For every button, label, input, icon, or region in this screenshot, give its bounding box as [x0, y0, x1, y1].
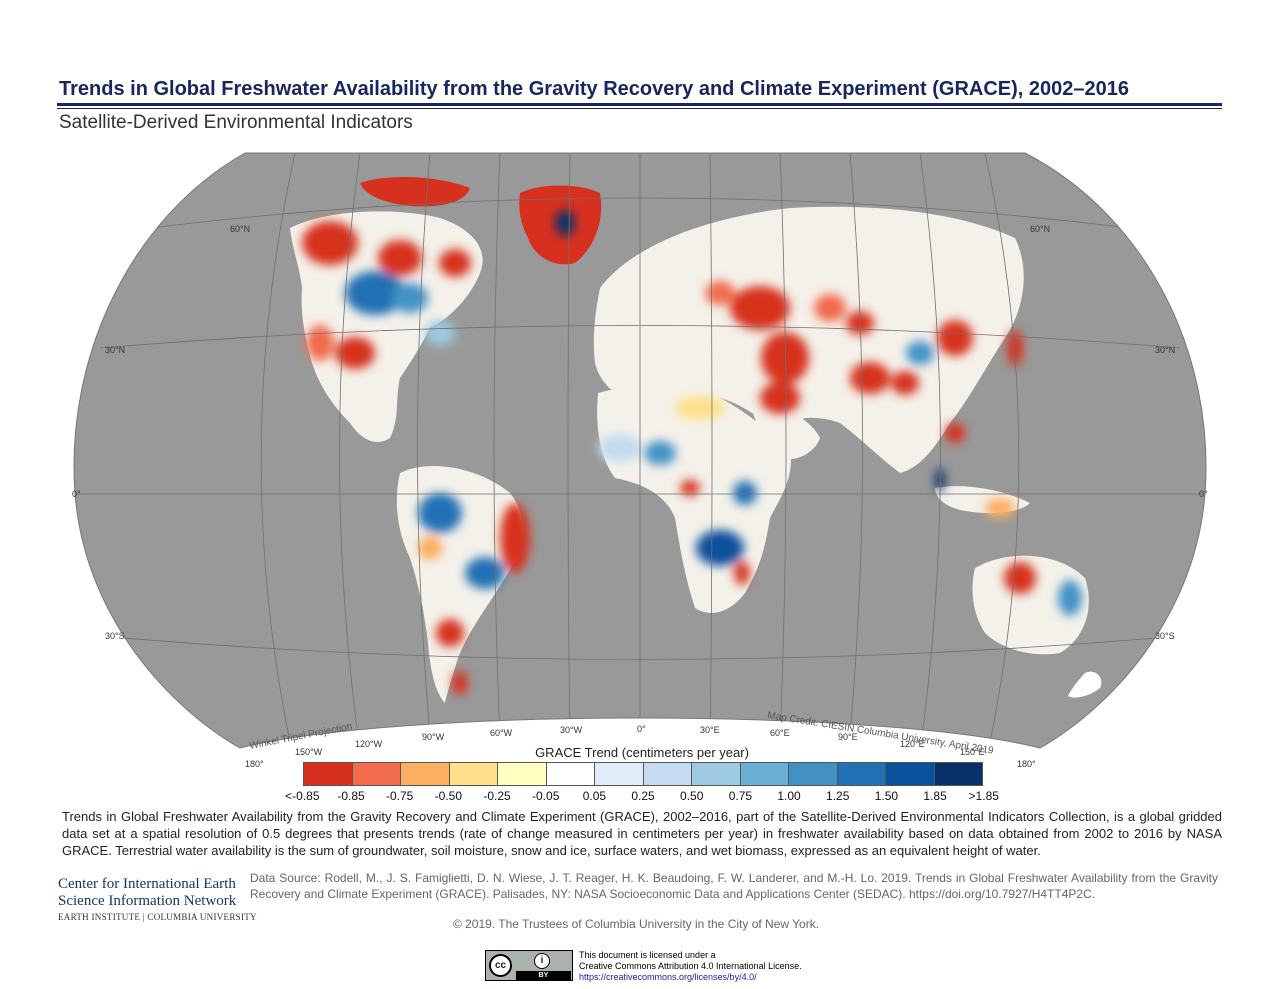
legend-swatch-4 — [498, 763, 547, 785]
legend-label-5: -0.05 — [532, 789, 560, 803]
new-zealand-land — [1068, 671, 1102, 698]
lon-label-150w: 150°W — [295, 747, 323, 757]
legend-label-1: -0.85 — [337, 789, 365, 803]
arabia-land — [750, 403, 820, 460]
africa-land — [597, 387, 791, 613]
legend-swatch-10 — [789, 763, 838, 785]
lon-label-180w: 180° — [245, 759, 264, 768]
title-rule — [57, 103, 1222, 106]
description-text: Trends in Global Freshwater Availability… — [62, 809, 1222, 858]
logo-line-1: Center for International Earth — [58, 876, 236, 892]
legend-label-0: <-0.85 — [285, 789, 320, 803]
legend-swatch-6 — [595, 763, 644, 785]
lat-label-30n-west: 30°N — [105, 345, 125, 355]
lat-label-30s-west: 30°S — [105, 631, 125, 641]
lon-label-30e: 30°E — [700, 725, 720, 735]
legend-label-6: 0.05 — [582, 789, 607, 803]
legend-label-3: -0.50 — [434, 789, 463, 803]
attribution-person-icon: i — [534, 953, 550, 969]
copyright-text: © 2019. The Trustees of Columbia Univers… — [452, 917, 820, 931]
lon-label-30w: 30°W — [560, 725, 583, 735]
lat-label-30n-east: 30°N — [1155, 345, 1175, 355]
legend-swatch-11 — [837, 763, 886, 785]
legend-label-8: 0.50 — [680, 789, 704, 803]
legend-label-7: 0.25 — [631, 789, 655, 803]
data-source-text: Data Source: Rodell, M., J. S. Famigliet… — [250, 871, 1218, 901]
legend-swatch-9 — [740, 763, 789, 785]
legend-swatch-12 — [886, 763, 935, 785]
lon-label-180e: 180° — [1017, 759, 1036, 768]
lat-label-0-west: 0° — [72, 489, 81, 499]
lon-label-90w: 90°W — [422, 732, 445, 742]
trend-overlay — [302, 210, 1082, 695]
license-line-1: This document is licensed under a — [579, 950, 716, 960]
legend-label-13: 1.85 — [923, 789, 947, 803]
lat-label-60n-west: 60°N — [230, 224, 250, 234]
by-label: BY — [516, 971, 571, 980]
north-america-land — [290, 211, 483, 443]
legend-swatch-5 — [546, 763, 595, 785]
lon-label-60e: 60°E — [770, 728, 790, 738]
legend-label-4: -0.25 — [483, 789, 511, 803]
license-link[interactable]: https://creativecommons.org/licenses/by/… — [579, 972, 757, 982]
legend-title: GRACE Trend (centimeters per year) — [535, 745, 749, 760]
legend-label-14: >1.85 — [968, 789, 999, 803]
australia-land — [972, 555, 1089, 655]
title-rule-thin — [57, 108, 1222, 109]
cc-icon: cc — [489, 954, 512, 977]
legend-label-12: 1.50 — [874, 789, 899, 803]
legend-labels: <-0.85 -0.85 -0.75 -0.50 -0.25 -0.05 0.05 0.25 0… — [278, 789, 1008, 803]
eurasia-land — [593, 206, 1024, 473]
lat-label-30s-east: 30°S — [1155, 631, 1175, 641]
lat-label-60n-east: 60°N — [1030, 224, 1050, 234]
legend-swatch-0 — [304, 763, 353, 785]
legend-swatch-2 — [401, 763, 450, 785]
lon-label-0: 0° — [637, 724, 646, 734]
lon-label-120w: 120°W — [355, 739, 383, 749]
legend-label-10: 1.00 — [777, 789, 801, 803]
page-title: Trends in Global Freshwater Availability… — [59, 78, 1129, 100]
lon-label-150e: 150°E — [960, 747, 985, 757]
logo-line-3: EARTH INSTITUTE | COLUMBIA UNIVERSITY — [58, 912, 257, 922]
canadian-arctic-land — [360, 176, 470, 207]
page-subtitle: Satellite-Derived Environmental Indicato… — [59, 112, 413, 133]
lon-label-60w: 60°W — [490, 728, 513, 738]
legend-label-2: -0.75 — [386, 789, 414, 803]
legend-swatch-7 — [643, 763, 692, 785]
lat-label-0-east: 0° — [1199, 489, 1208, 499]
legend-swatch-13 — [934, 763, 982, 785]
legend-swatch-3 — [449, 763, 498, 785]
ciesin-logo: Center for International Earth Science I… — [58, 876, 257, 922]
legend-label-11: 1.25 — [826, 789, 850, 803]
cc-by-badge[interactable]: cc i BY — [485, 950, 573, 981]
license-line-2: Creative Commons Attribution 4.0 Interna… — [579, 961, 802, 971]
logo-line-2: Science Information Network — [58, 893, 237, 909]
lon-label-90e: 90°E — [838, 732, 858, 742]
license-text: This document is licensed under a Creati… — [579, 950, 802, 983]
legend-swatch-1 — [352, 763, 401, 785]
legend-swatch-8 — [692, 763, 741, 785]
legend-color-bar — [303, 762, 983, 786]
legend-label-9: 0.75 — [728, 789, 753, 803]
world-map: 60°N 60°N 30°N 30°N 0° 0° 30°S 30°S 180°… — [72, 152, 1208, 768]
lon-label-120e: 120°E — [900, 739, 925, 749]
